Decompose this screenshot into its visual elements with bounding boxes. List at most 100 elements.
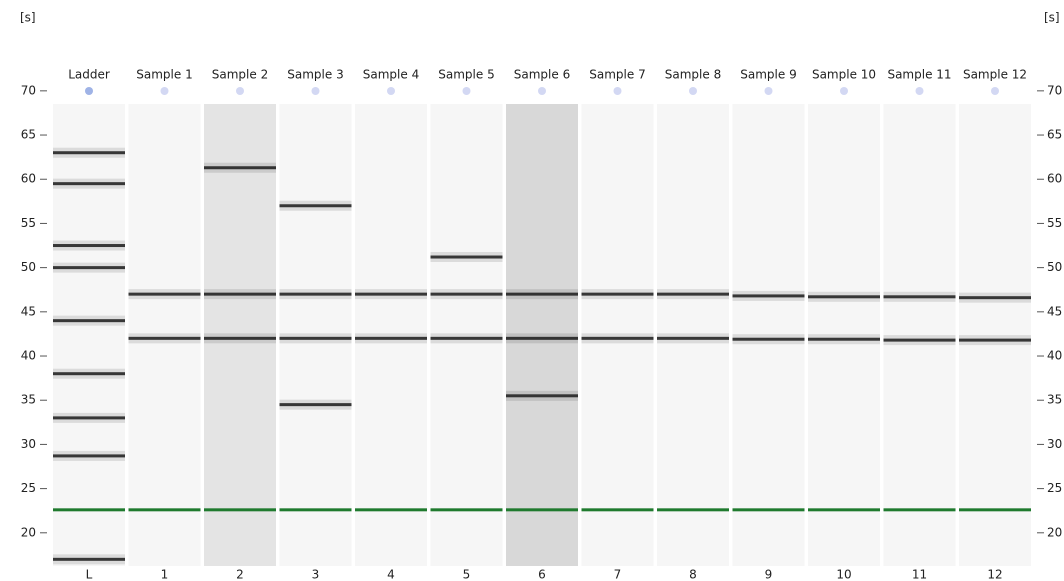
y-tick-label-right: 70 [1047,83,1062,97]
lane-number: 11 [912,568,927,581]
band [430,292,503,296]
band [581,292,654,296]
lane-number: 1 [161,568,169,581]
y-tick-label-right: 50 [1047,260,1062,274]
lane-dot [538,87,546,95]
y-tick-label-right: 45 [1047,304,1062,318]
y-unit-right: [s] [1044,11,1060,25]
marker-band [506,508,578,512]
lane-number: 9 [765,568,773,581]
lane-dot [840,87,848,95]
band [279,204,352,208]
y-tick-label-right: 40 [1047,349,1062,363]
y-tick-label-right: 35 [1047,393,1062,407]
lane-number: 2 [236,568,244,581]
lane-dot [462,87,471,95]
marker-band [808,508,880,512]
y-tick-label-right: 60 [1047,172,1062,186]
lane-name: Sample 3 [287,68,343,82]
band [808,295,880,299]
y-tick-label-left: 25 [21,481,36,495]
lane-number: 6 [538,568,546,581]
band [53,182,125,186]
y-tick-label-left: 20 [21,525,36,539]
lane-name: Sample 8 [665,68,721,82]
lane-number: 3 [312,568,320,581]
band [279,403,352,407]
lane-dot [85,87,93,95]
band [883,295,956,299]
lane [53,104,125,566]
band [204,336,276,340]
y-tick-label-right: 65 [1047,128,1062,142]
marker-band [128,508,201,512]
marker-band [959,508,1031,512]
band [430,255,503,259]
band [657,292,729,296]
band [53,416,125,420]
lane-number: 8 [689,568,697,581]
band [53,319,125,323]
lane-name: Sample 12 [963,68,1027,82]
lane-dot [387,87,395,95]
y-tick-label-left: 45 [21,304,36,318]
band [53,151,125,155]
lane-name: Sample 5 [438,68,494,82]
y-tick-label-left: 40 [21,349,36,363]
lane-name: Sample 2 [212,68,268,82]
lane [279,104,352,566]
lane [883,104,956,566]
y-tick-label-left: 60 [21,172,36,186]
lane-number: 10 [836,568,851,581]
lane-number: 5 [463,568,471,581]
band [204,166,276,170]
marker-band [883,508,956,512]
marker-band [430,508,503,512]
band [53,244,125,248]
lane-number: L [86,568,93,581]
band [355,292,427,296]
lane-name: Ladder [68,68,110,82]
y-tick-label-left: 65 [21,128,36,142]
band [959,296,1031,300]
y-unit-left: [s] [20,11,36,25]
lane-name: Sample 10 [812,68,876,82]
lane-name: Sample 6 [514,68,570,82]
lane [732,104,805,566]
lane [128,104,201,566]
lane-name: Sample 9 [740,68,796,82]
lane-number: 12 [987,568,1002,581]
y-tick-label-right: 25 [1047,481,1062,495]
y-tick-label-left: 30 [21,437,36,451]
band [657,336,729,340]
band [506,336,578,340]
band [279,336,352,340]
lane [959,104,1031,566]
lane-dot [160,87,169,95]
lane-dot [764,87,773,95]
lane [506,104,578,566]
marker-band [204,508,276,512]
marker-band [581,508,654,512]
lane [657,104,729,566]
lane-name: Sample 7 [589,68,645,82]
band [506,394,578,398]
marker-band [355,508,427,512]
band [53,372,125,376]
y-tick-label-left: 55 [21,216,36,230]
band [128,336,201,340]
lane [808,104,880,566]
band [581,336,654,340]
lane-dot [236,87,244,95]
band [279,292,352,296]
lane [430,104,503,566]
lane-dot [613,87,622,95]
marker-band [53,508,125,512]
band [959,338,1031,342]
band [128,292,201,296]
band [53,266,125,270]
lane [581,104,654,566]
lane-dot [991,87,999,95]
marker-band [279,508,352,512]
